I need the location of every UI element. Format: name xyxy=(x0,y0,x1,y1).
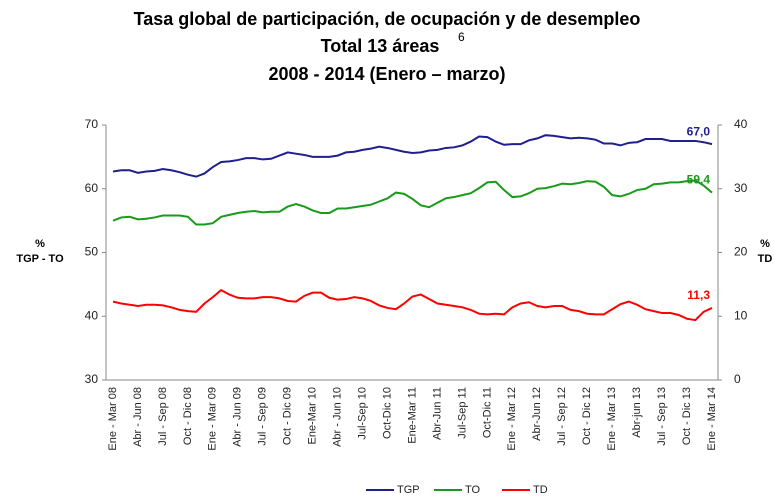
x-tick-label: Ene - Mar 09 xyxy=(207,387,219,451)
legend-label: TD xyxy=(533,484,548,496)
x-tick-label: Abr - Jun 10 xyxy=(332,387,344,447)
x-tick-label: Ene-Mar 10 xyxy=(307,387,319,444)
y-axis-title: TGP - TO xyxy=(16,253,64,265)
y2-tick-label: 0 xyxy=(734,372,741,386)
y-tick-label: 40 xyxy=(85,308,99,322)
y2-tick-label: 40 xyxy=(734,117,748,131)
x-tick-label: Jul - Sep 12 xyxy=(556,387,568,446)
x-tick-label: Abr - Jun 08 xyxy=(132,387,144,447)
series-line xyxy=(112,134,713,178)
x-tick-label: Jul-Sep 11 xyxy=(456,387,468,439)
value-label: 67,0 xyxy=(687,124,711,138)
x-tick-label: Oct-Dic 11 xyxy=(481,387,493,438)
x-tick-label: Abr-Jun 12 xyxy=(531,387,543,441)
value-label: 11,3 xyxy=(687,288,710,302)
x-tick-label: Oct-Dic 10 xyxy=(381,387,393,439)
y-tick-label: 60 xyxy=(85,181,99,195)
x-tick-label: Ene - Mar 14 xyxy=(706,387,718,451)
chart-title: 2008 - 2014 (Enero – marzo) xyxy=(268,64,505,84)
y-axis-title: % xyxy=(35,238,45,250)
chart-title: Total 13 áreas xyxy=(321,36,440,56)
x-tick-label: Ene-Mar 11 xyxy=(406,387,418,444)
value-label: 59,4 xyxy=(687,173,711,187)
series-line xyxy=(112,179,713,226)
x-tick-label: Abr-Jun 11 xyxy=(431,387,443,440)
x-tick-label: Abr - Jun 09 xyxy=(232,387,244,447)
title-footnote: 6 xyxy=(458,30,465,44)
x-tick-label: Jul - Sep 09 xyxy=(257,387,269,446)
chart-title: Tasa global de participación, de ocupaci… xyxy=(134,9,641,29)
x-tick-label: Ene - Mar 08 xyxy=(107,387,119,451)
x-tick-label: Oct - Dic 08 xyxy=(182,387,194,445)
legend-label: TGP xyxy=(397,484,420,496)
x-tick-label: Oct - Dic 12 xyxy=(581,387,593,445)
series-line xyxy=(112,288,713,322)
y2-tick-label: 30 xyxy=(734,181,748,195)
x-tick-label: Jul - Sep 13 xyxy=(656,387,668,446)
x-tick-label: Abr-jun 13 xyxy=(631,387,643,438)
y-tick-label: 30 xyxy=(85,372,99,386)
y-tick-label: 50 xyxy=(85,245,99,259)
y2-tick-label: 20 xyxy=(734,245,748,259)
x-tick-label: Jul-Sep 10 xyxy=(356,387,368,440)
x-tick-label: Jul - Sep 08 xyxy=(157,387,169,446)
x-tick-label: Ene - Mar 12 xyxy=(506,387,518,451)
y2-tick-label: 10 xyxy=(734,308,748,322)
x-tick-label: Ene - Mar 13 xyxy=(606,387,618,451)
x-tick-label: Oct - Dic 13 xyxy=(681,387,693,445)
y2-axis-title: TD xyxy=(758,253,773,265)
legend-label: TO xyxy=(465,484,481,496)
y2-axis-title: % xyxy=(760,238,770,250)
x-tick-label: Oct - Dic 09 xyxy=(282,387,294,445)
y-tick-label: 70 xyxy=(85,117,99,131)
